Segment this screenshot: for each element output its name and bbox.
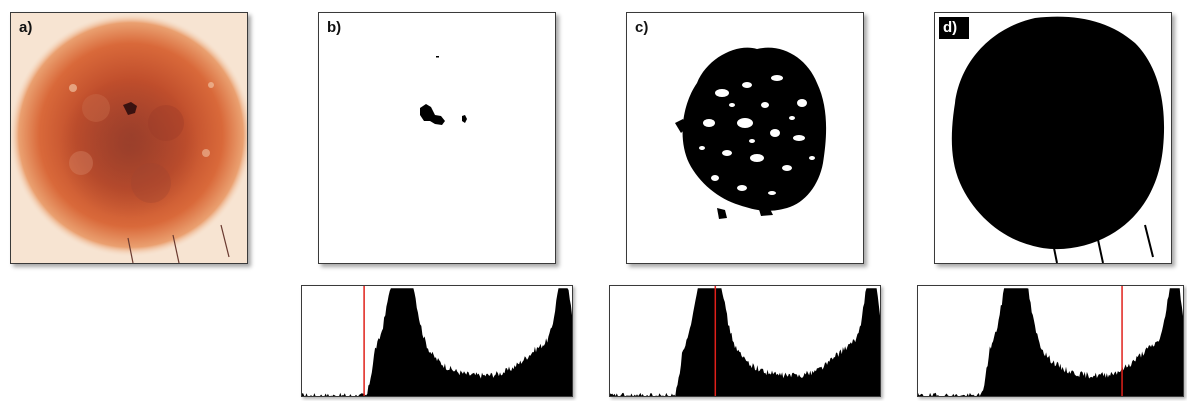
- panel-a-dermoscopy-image: a): [10, 12, 248, 264]
- mask-blobs-small: [420, 56, 467, 125]
- histogram-d: [917, 285, 1184, 397]
- histogram-area: [918, 288, 1183, 396]
- panel-d-segmentation-mask: d): [934, 12, 1172, 264]
- lesion-photo: [11, 13, 247, 263]
- panel-label-d: d): [943, 19, 958, 36]
- panel-c-segmentation-mask: c): [626, 12, 864, 264]
- panel-label-c: c): [635, 19, 649, 36]
- panel-b-segmentation-mask: b): [318, 12, 556, 264]
- panel-label-b: b): [327, 19, 342, 36]
- histogram-area: [610, 288, 880, 396]
- histogram-c: [609, 285, 881, 397]
- histogram-b: [301, 285, 573, 397]
- histogram-plot-b: [302, 286, 572, 396]
- histogram-area: [302, 288, 572, 396]
- panel-label-a: a): [19, 19, 33, 36]
- histogram-plot-c: [610, 286, 880, 396]
- mask-blobs-medium: [675, 47, 827, 219]
- mask-lesion-full: [939, 16, 1165, 263]
- histogram-plot-d: [918, 286, 1183, 396]
